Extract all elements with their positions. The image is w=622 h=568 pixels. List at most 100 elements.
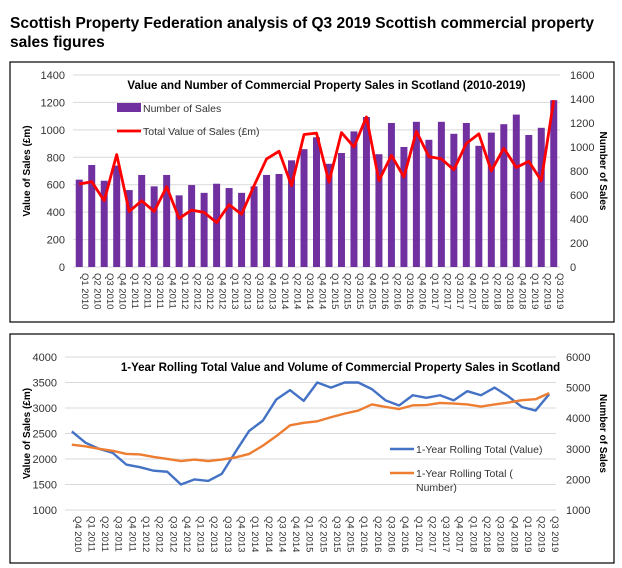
y2-axis-label: Number of Sales: [597, 394, 608, 473]
bar: [387, 123, 395, 267]
x-tick-label: Q1 2016: [358, 516, 369, 552]
y-tick-label: 0: [59, 262, 65, 274]
chart-title: 1-Year Rolling Total Value and Volume of…: [121, 362, 560, 374]
y2-tick-label: 1400: [570, 94, 594, 106]
x-tick-label: Q1 2014: [279, 273, 290, 309]
bar: [238, 192, 246, 267]
x-tick-label: Q2 2017: [441, 273, 452, 309]
x-tick-label: Q3 2014: [304, 273, 315, 309]
bar: [125, 190, 133, 267]
y2-tick-label: 1600: [570, 70, 594, 82]
x-tick-label: Q4 2013: [235, 516, 246, 552]
x-tick-label: Q4 2012: [217, 273, 228, 309]
bar: [437, 121, 445, 267]
bar: [313, 137, 320, 267]
bar: [462, 123, 470, 267]
x-tick-label: Q3 2014: [276, 516, 287, 552]
x-tick-label: Q2 2018: [481, 516, 492, 552]
bar: [150, 186, 158, 267]
bar: [450, 133, 458, 267]
bar: [350, 131, 358, 267]
y2-tick-label: 4000: [566, 413, 590, 425]
x-tick-label: Q2 2012: [192, 273, 203, 309]
x-tick-label: Q2 2016: [391, 273, 402, 309]
y-tick-label: 600: [47, 180, 65, 192]
bar: [163, 174, 171, 267]
x-tick-label: Q1 2012: [140, 516, 151, 552]
x-tick-label: Q2 2017: [426, 516, 437, 552]
x-tick-label: Q4 2011: [167, 273, 178, 309]
y-tick-label: 1000: [41, 125, 65, 137]
bar: [100, 180, 108, 267]
x-tick-label: Q3 2012: [167, 516, 178, 552]
legend-label: Total Value of Sales (£m): [143, 126, 260, 138]
x-tick-label: Q1 2017: [429, 273, 440, 309]
x-tick-label: Q2 2013: [208, 516, 219, 552]
x-tick-label: Q1 2016: [379, 273, 390, 309]
bar: [275, 174, 283, 267]
y-tick-label: 2500: [33, 429, 57, 441]
bar: [487, 132, 495, 267]
x-tick-label: Q1 2013: [195, 516, 206, 552]
x-tick-label: Q1 2011: [129, 273, 140, 309]
bar: [425, 139, 433, 267]
x-tick-label: Q2 2011: [142, 273, 153, 309]
bar: [175, 195, 183, 267]
x-tick-label: Q3 2018: [495, 516, 506, 552]
bar: [113, 165, 121, 267]
x-tick-label: Q1 2018: [479, 273, 490, 309]
bar: [300, 149, 308, 267]
x-tick-label: Q2 2015: [317, 516, 328, 552]
bar: [288, 160, 296, 267]
x-tick-label: Q1 2018: [467, 516, 478, 552]
chart-frame: [9, 333, 615, 564]
x-tick-label: Q3 2013: [222, 516, 233, 552]
legend-label: 1-Year Rolling Total (: [416, 468, 513, 480]
x-tick-label: Q1 2015: [304, 516, 315, 552]
y-tick-label: 1500: [33, 480, 57, 492]
x-tick-label: Q2 2015: [341, 273, 352, 309]
x-tick-label: Q1 2010: [79, 273, 90, 309]
y-tick-label: 1000: [33, 505, 57, 517]
legend-label: Number of Sales: [143, 103, 221, 115]
value-number-chart: 0 200 400 600 800 1000 1200 1400 0 200 400 600 800 10…: [9, 61, 615, 323]
bar: [525, 135, 533, 267]
bar: [325, 163, 333, 267]
y-tick-label: 4000: [33, 352, 57, 364]
y2-axis-label: Number of Sales: [597, 132, 608, 211]
legend-label: Number): [416, 482, 457, 494]
x-tick-label: Q4 2014: [290, 516, 301, 552]
bar: [225, 188, 233, 267]
x-tick-label: Q3 2018: [504, 273, 515, 309]
y-tick-label: 1200: [41, 97, 65, 109]
y-tick-label: 3500: [33, 378, 57, 390]
bar: [500, 124, 508, 267]
y-tick-label: 200: [47, 235, 65, 247]
bar: [250, 186, 258, 267]
y2-tick-label: 3000: [566, 444, 590, 456]
x-tick-label: Q3 2019: [554, 273, 565, 309]
bar: [550, 100, 558, 267]
y2-tick-label: 2000: [566, 474, 590, 486]
x-tick-label: Q3 2013: [254, 273, 265, 309]
y-tick-label: 2000: [33, 454, 57, 466]
x-tick-label: Q2 2013: [242, 273, 253, 309]
x-tick-label: Q4 2015: [345, 516, 356, 552]
x-tick-label: Q4 2013: [267, 273, 278, 309]
x-tick-label: Q2 2011: [99, 516, 110, 552]
bar: [188, 185, 196, 267]
x-tick-label: Q1 2019: [522, 516, 533, 552]
y-tick-label: 400: [47, 207, 65, 219]
x-tick-label: Q4 2010: [117, 273, 128, 309]
y-tick-label: 3000: [33, 403, 57, 415]
bar: [362, 117, 370, 267]
x-tick-label: Q1 2017: [413, 516, 424, 552]
x-tick-label: Q4 2011: [126, 516, 137, 552]
y2-tick-label: 1000: [570, 142, 594, 154]
x-tick-label: Q3 2011: [154, 273, 165, 309]
x-tick-label: Q1 2014: [249, 516, 260, 552]
x-tick-label: Q3 2015: [354, 273, 365, 309]
bar: [412, 121, 420, 267]
bar: [88, 165, 96, 267]
x-tick-label: Q2 2019: [541, 273, 552, 309]
